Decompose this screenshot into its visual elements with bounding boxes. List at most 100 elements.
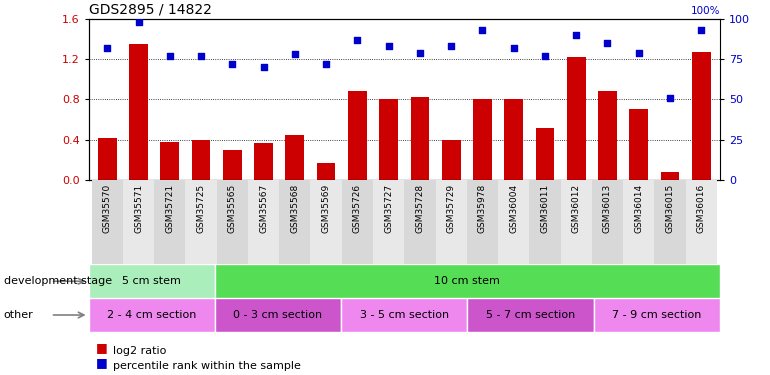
Text: 5 - 7 cm section: 5 - 7 cm section <box>486 310 575 320</box>
Text: development stage: development stage <box>4 276 112 286</box>
Point <box>476 27 488 33</box>
Text: GSM35568: GSM35568 <box>290 184 300 234</box>
Text: GDS2895 / 14822: GDS2895 / 14822 <box>89 2 212 16</box>
Text: 10 cm stem: 10 cm stem <box>434 276 500 286</box>
Text: GSM36012: GSM36012 <box>571 184 581 233</box>
Text: ■: ■ <box>96 356 108 369</box>
Point <box>383 43 395 49</box>
Text: 2 - 4 cm section: 2 - 4 cm section <box>107 310 196 320</box>
Point <box>289 51 301 57</box>
Bar <box>223 150 242 180</box>
Point <box>164 53 176 59</box>
Bar <box>341 298 467 332</box>
Text: 5 cm stem: 5 cm stem <box>122 276 181 286</box>
Bar <box>629 110 648 180</box>
Text: GSM35728: GSM35728 <box>415 184 424 233</box>
Point <box>570 32 582 38</box>
Bar <box>280 180 310 264</box>
Bar <box>529 180 561 264</box>
Bar <box>442 140 460 180</box>
Text: GSM36014: GSM36014 <box>634 184 643 233</box>
Bar <box>310 180 342 264</box>
Text: GSM36013: GSM36013 <box>603 184 612 234</box>
Bar <box>286 135 304 180</box>
Point <box>101 45 113 51</box>
Point <box>539 53 551 59</box>
Text: 3 - 5 cm section: 3 - 5 cm section <box>360 310 449 320</box>
Point <box>195 53 207 59</box>
Point <box>664 95 676 101</box>
Bar <box>535 128 554 180</box>
Text: GSM35978: GSM35978 <box>478 184 487 234</box>
Bar <box>89 264 215 298</box>
Bar <box>316 163 336 180</box>
Text: GSM35726: GSM35726 <box>353 184 362 233</box>
Bar <box>154 180 186 264</box>
Text: GSM35727: GSM35727 <box>384 184 393 233</box>
Bar <box>404 180 436 264</box>
Bar <box>654 180 685 264</box>
Text: GSM36015: GSM36015 <box>665 184 675 234</box>
Bar <box>89 298 215 332</box>
Text: GSM35565: GSM35565 <box>228 184 237 234</box>
Bar <box>215 298 341 332</box>
Text: percentile rank within the sample: percentile rank within the sample <box>113 361 301 370</box>
Point <box>226 61 239 67</box>
Point <box>601 40 614 46</box>
Bar <box>685 180 717 264</box>
Text: GSM36011: GSM36011 <box>541 184 550 234</box>
Point <box>132 19 145 25</box>
Text: GSM35729: GSM35729 <box>447 184 456 233</box>
Bar <box>380 99 398 180</box>
Bar <box>129 44 148 180</box>
Bar <box>342 180 373 264</box>
Bar <box>160 142 179 180</box>
Bar <box>567 57 585 180</box>
Bar <box>661 172 679 180</box>
Bar <box>348 92 367 180</box>
Text: GSM35725: GSM35725 <box>196 184 206 233</box>
Bar <box>598 92 617 180</box>
Bar <box>216 180 248 264</box>
Bar <box>410 98 429 180</box>
Text: GSM36016: GSM36016 <box>697 184 705 234</box>
Bar <box>215 264 720 298</box>
Bar <box>592 180 623 264</box>
Text: GSM35567: GSM35567 <box>259 184 268 234</box>
Bar <box>92 180 123 264</box>
Bar <box>248 180 280 264</box>
Point <box>632 50 644 55</box>
Bar <box>123 180 154 264</box>
Point <box>257 64 270 70</box>
Text: ■: ■ <box>96 340 108 354</box>
Point <box>507 45 520 51</box>
Bar <box>436 180 467 264</box>
Bar <box>623 180 654 264</box>
Text: GSM35569: GSM35569 <box>322 184 330 234</box>
Text: GSM35570: GSM35570 <box>103 184 112 234</box>
Text: 7 - 9 cm section: 7 - 9 cm section <box>612 310 701 320</box>
Text: log2 ratio: log2 ratio <box>113 346 166 355</box>
Bar <box>98 138 117 180</box>
Bar <box>373 180 404 264</box>
Point <box>320 61 333 67</box>
Bar <box>691 52 711 180</box>
Bar <box>254 143 273 180</box>
Bar <box>498 180 529 264</box>
Bar <box>473 99 492 180</box>
Bar <box>467 180 498 264</box>
Text: other: other <box>4 310 34 320</box>
Point <box>445 43 457 49</box>
Text: 0 - 3 cm section: 0 - 3 cm section <box>233 310 323 320</box>
Point <box>413 50 426 55</box>
Text: 100%: 100% <box>691 6 720 16</box>
Text: GSM35571: GSM35571 <box>134 184 143 234</box>
Bar <box>504 99 523 180</box>
Text: GSM36004: GSM36004 <box>509 184 518 233</box>
Point <box>351 37 363 43</box>
Bar <box>192 140 210 180</box>
Bar <box>561 180 592 264</box>
Bar <box>594 298 720 332</box>
Bar <box>186 180 216 264</box>
Bar <box>467 298 594 332</box>
